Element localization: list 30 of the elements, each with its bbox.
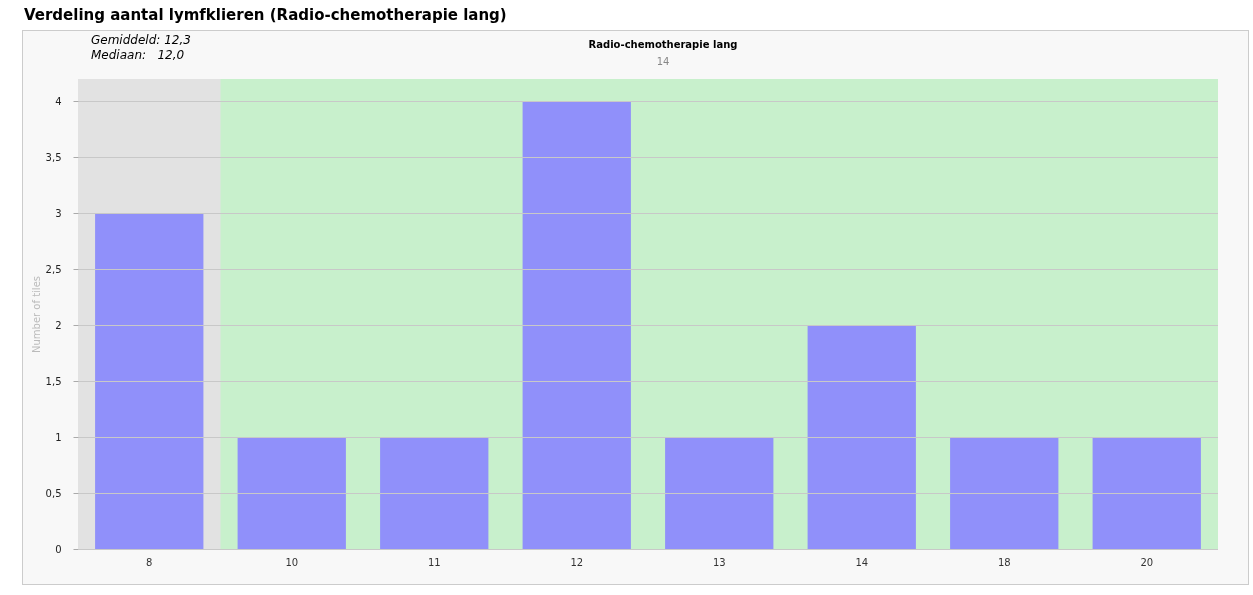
y-tick-label: 1,5 — [45, 375, 62, 387]
text: 14 — [656, 56, 670, 67]
y-tick-label: 4 — [55, 95, 62, 107]
bar — [522, 101, 631, 549]
y-tick-label: 3 — [55, 207, 62, 219]
x-tick-label: 11 — [427, 556, 441, 568]
bar — [1092, 437, 1201, 549]
bar — [950, 437, 1059, 549]
x-tick-label: 18 — [997, 556, 1011, 568]
bar — [237, 437, 346, 549]
bar — [665, 437, 774, 549]
y-tick-label: 3,5 — [45, 151, 62, 163]
text: Radio-chemotherapie lang — [588, 39, 738, 50]
text: Gemiddeld: 12,3 — [91, 33, 191, 47]
y-tick-label: 2 — [55, 319, 62, 331]
x-tick-label: 10 — [285, 556, 299, 568]
bar — [95, 213, 204, 549]
y-tick-label: 1 — [55, 431, 62, 443]
y-tick-label: 0 — [55, 543, 62, 555]
x-tick-label: 8 — [146, 556, 153, 568]
y-tick-label: 0,5 — [45, 487, 62, 499]
x-tick-label: 20 — [1140, 556, 1154, 568]
x-tick-label: 14 — [855, 556, 869, 568]
x-tick-label: 12 — [570, 556, 584, 568]
chart-title: Verdeling aantal lymfklieren (Radio-chemotherapie lang) — [24, 6, 507, 24]
x-tick-label: 13 — [712, 556, 726, 568]
bar — [807, 325, 916, 549]
y-tick-label: 2,5 — [45, 263, 62, 275]
text: Mediaan: 12,0 — [91, 48, 185, 62]
bar — [380, 437, 489, 549]
